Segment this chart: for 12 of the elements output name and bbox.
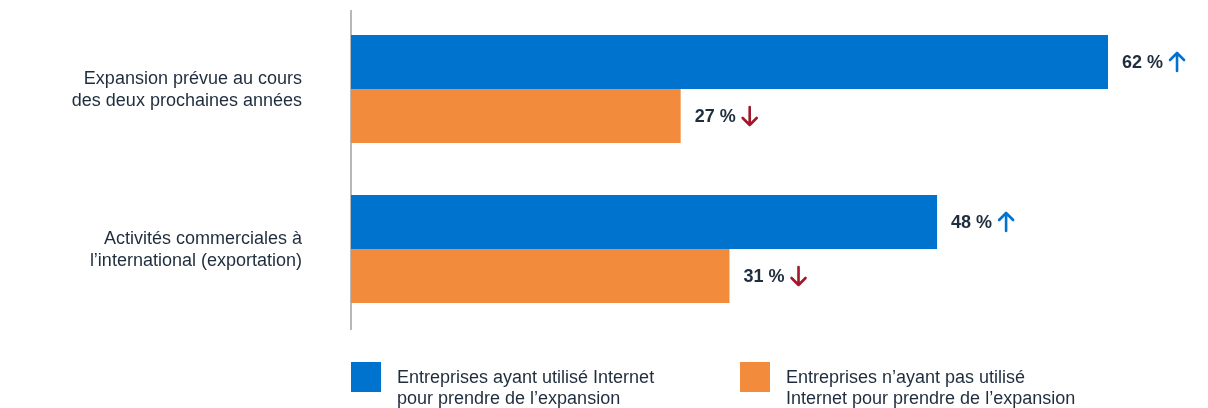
bar	[351, 89, 681, 143]
y-tick-label: Activités commerciales à l’international (exportation)	[89, 228, 303, 270]
data-label: 48 %	[951, 212, 993, 232]
data-label: 31 %	[743, 266, 785, 286]
legend-label: Entreprises n’ayant pas utilisé Internet pour prendre de l’expansion	[786, 367, 1076, 408]
data-label: 27 %	[694, 106, 736, 126]
data-label: 62 %	[1122, 52, 1164, 72]
bar	[351, 35, 1108, 89]
legend-label: Entreprises ayant utilisé Internet pour prendre de l’expansion	[397, 367, 655, 408]
y-tick-label: Expansion prévue au cours des deux prochaines années	[71, 68, 302, 110]
bar	[351, 195, 938, 249]
bar	[351, 249, 730, 303]
